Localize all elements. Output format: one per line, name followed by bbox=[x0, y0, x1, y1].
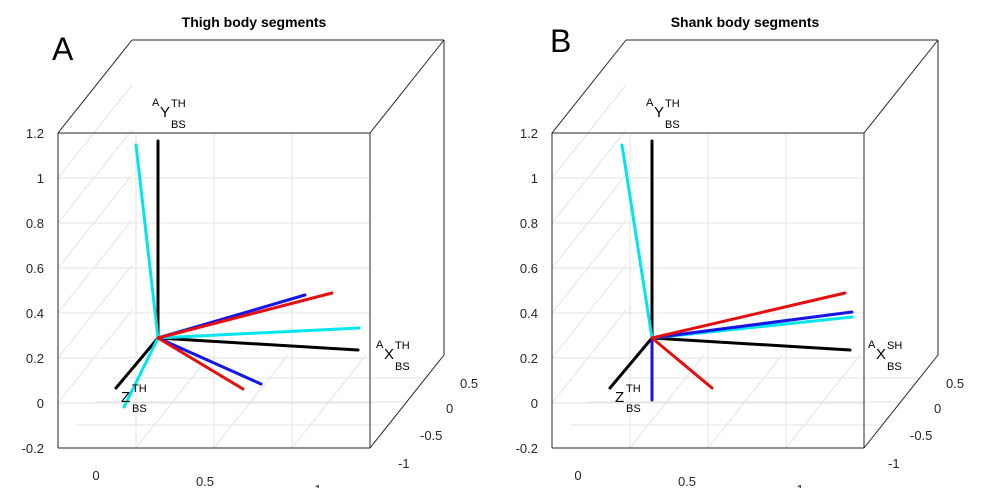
reference-axes bbox=[608, 139, 852, 390]
label-main: Z bbox=[121, 389, 130, 406]
z-tick-label: 1 bbox=[37, 171, 44, 186]
axes-box bbox=[57, 39, 445, 449]
label-main: X bbox=[876, 346, 886, 363]
label-main: Z bbox=[615, 389, 624, 406]
segment-axes bbox=[620, 143, 854, 402]
y-tick-label: 0 bbox=[934, 401, 941, 416]
chart-title: Shank body segments bbox=[671, 14, 820, 30]
z-tick-label: 1 bbox=[531, 171, 538, 186]
label-main: Y bbox=[160, 104, 170, 121]
label-superscript: SH bbox=[887, 340, 902, 352]
label-subscript: BS bbox=[132, 403, 147, 415]
axes-box bbox=[551, 39, 939, 449]
segment-axis-line bbox=[620, 143, 654, 340]
z-tick-label: 0 bbox=[531, 396, 538, 411]
axis-label-z: Z TH BS bbox=[615, 383, 641, 415]
x-tick-label: 1 bbox=[314, 482, 321, 488]
y-tick-label: 0.5 bbox=[946, 376, 964, 391]
x-tick-label: 0.5 bbox=[678, 474, 696, 488]
panel-a: A Thigh body segments bbox=[22, 14, 478, 488]
grid bbox=[551, 84, 920, 449]
y-tick-labels: 0.5 0 -0.5 -1 bbox=[398, 376, 478, 471]
z-tick-labels: 1.2 1 0.8 0.6 0.4 0.2 0 -0.2 bbox=[22, 126, 44, 456]
z-tick-label: 1.2 bbox=[520, 126, 538, 141]
panel-letter: A bbox=[52, 31, 74, 67]
x-tick-label: 1 bbox=[796, 482, 803, 488]
panel-b: B Shank body segments bbox=[516, 14, 964, 488]
chart-title: Thigh body segments bbox=[182, 14, 327, 30]
label-prefix: A bbox=[868, 339, 876, 351]
reference-z-axis-line bbox=[114, 336, 160, 390]
label-subscript: BS bbox=[626, 403, 641, 415]
label-superscript: TH bbox=[171, 98, 186, 110]
y-tick-label: -0.5 bbox=[420, 428, 442, 443]
z-tick-label: 0.6 bbox=[26, 261, 44, 276]
reference-x-axis-line bbox=[156, 336, 360, 352]
z-tick-label: 0.6 bbox=[520, 261, 538, 276]
segment-axis-line bbox=[156, 336, 263, 386]
label-prefix: A bbox=[376, 339, 384, 351]
segment-axis-line bbox=[156, 291, 334, 340]
reference-x-axis-line bbox=[650, 336, 852, 352]
panel-letter: B bbox=[550, 23, 571, 59]
axis-label-z: Z TH BS bbox=[121, 383, 147, 415]
segment-axis-line bbox=[122, 336, 160, 409]
z-tick-label: 0.4 bbox=[520, 306, 538, 321]
axis-label-y: A Y TH BS bbox=[646, 97, 680, 131]
y-tick-label: -1 bbox=[888, 456, 900, 471]
z-tick-label: -0.2 bbox=[22, 441, 44, 456]
segment-axes bbox=[122, 143, 361, 409]
z-tick-label: -0.2 bbox=[516, 441, 538, 456]
axis-label-x: A X TH BS bbox=[376, 339, 410, 373]
label-main: Y bbox=[654, 104, 664, 121]
label-subscript: BS bbox=[395, 361, 410, 373]
label-prefix: A bbox=[152, 97, 160, 109]
y-tick-label: 0.5 bbox=[460, 376, 478, 391]
label-subscript: BS bbox=[171, 119, 186, 131]
label-superscript: TH bbox=[132, 383, 147, 395]
label-subscript: BS bbox=[887, 361, 902, 373]
z-tick-label: 0.2 bbox=[26, 351, 44, 366]
label-superscript: TH bbox=[395, 340, 410, 352]
x-tick-labels: 0 0.5 1 bbox=[92, 468, 321, 488]
x-tick-label: 0.5 bbox=[196, 474, 214, 488]
z-tick-label: 1.2 bbox=[26, 126, 44, 141]
axis-label-y: A Y TH BS bbox=[152, 97, 186, 131]
reference-axes bbox=[114, 139, 360, 390]
x-tick-label: 0 bbox=[574, 468, 581, 483]
z-tick-label: 0.8 bbox=[26, 216, 44, 231]
label-prefix: A bbox=[646, 97, 654, 109]
z-tick-label: 0.8 bbox=[520, 216, 538, 231]
segment-axis-line bbox=[650, 291, 847, 340]
z-tick-label: 0.2 bbox=[520, 351, 538, 366]
z-tick-label: 0 bbox=[37, 396, 44, 411]
segment-axis-line bbox=[134, 143, 160, 340]
segment-axis-line bbox=[650, 310, 854, 340]
label-main: X bbox=[384, 346, 394, 363]
label-superscript: TH bbox=[626, 383, 641, 395]
axis-label-x: A X SH BS bbox=[868, 339, 902, 373]
label-superscript: TH bbox=[665, 98, 680, 110]
segment-axis-line bbox=[156, 326, 361, 340]
x-tick-labels: 0 0.5 1 bbox=[574, 468, 803, 488]
y-tick-label: -0.5 bbox=[910, 428, 932, 443]
x-tick-label: 0 bbox=[92, 468, 99, 483]
y-tick-label: 0 bbox=[446, 401, 453, 416]
y-tick-label: -1 bbox=[398, 456, 410, 471]
z-tick-label: 0.4 bbox=[26, 306, 44, 321]
reference-z-axis-line bbox=[608, 336, 654, 390]
y-tick-labels: 0.5 0 -0.5 -1 bbox=[888, 376, 964, 471]
label-subscript: BS bbox=[665, 119, 680, 131]
segment-axis-line bbox=[650, 336, 714, 390]
grid bbox=[57, 84, 445, 449]
segment-axis-line bbox=[156, 336, 245, 391]
z-tick-labels: 1.2 1 0.8 0.6 0.4 0.2 0 -0.2 bbox=[516, 126, 538, 456]
